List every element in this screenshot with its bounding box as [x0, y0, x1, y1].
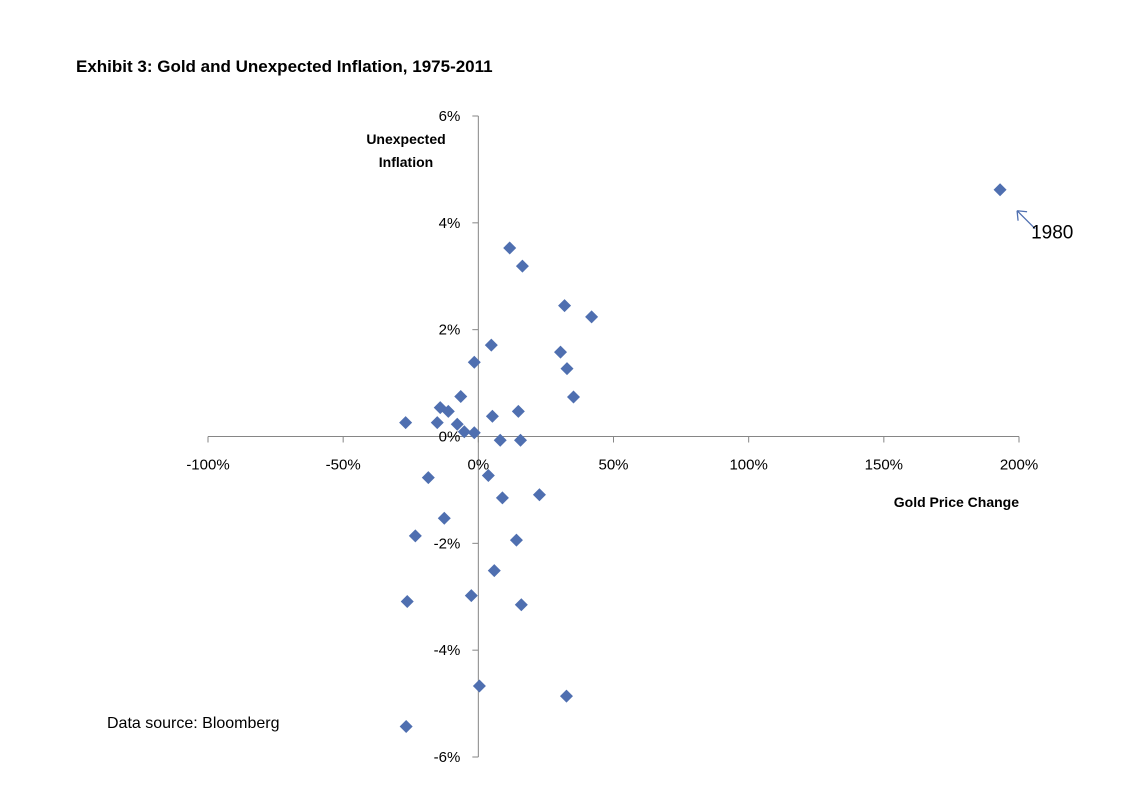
annotation-label: 1980: [1031, 223, 1073, 244]
y-tick-label: -6%: [434, 749, 461, 766]
data-source-note: Data source: Bloomberg: [107, 715, 280, 732]
data-point: [430, 416, 444, 430]
data-point: [532, 488, 546, 502]
data-point: [560, 362, 574, 376]
x-tick-label: -50%: [326, 457, 361, 474]
data-point: [399, 720, 413, 734]
data-point: [457, 425, 471, 439]
data-point: [503, 241, 517, 255]
data-point: [472, 679, 486, 693]
data-point: [467, 426, 481, 440]
data-point: [481, 468, 495, 482]
data-point: [493, 433, 507, 447]
x-axis-ticks: -100% -50% 0% 50% 100% 150% 200%: [186, 436, 1038, 474]
y-axis-ticks: -6% -4% -2% 0% 2% 4% 6%: [434, 108, 479, 766]
y-axis-title-line-2: Inflation: [379, 154, 433, 170]
data-point: [487, 564, 501, 578]
data-point: [441, 404, 455, 418]
data-point: [485, 409, 499, 423]
data-point: [514, 433, 528, 447]
data-point: [467, 355, 481, 369]
data-point: [421, 471, 435, 485]
data-point: [515, 259, 529, 273]
data-points: [399, 183, 1007, 734]
data-point: [454, 389, 468, 403]
y-axis-title-line-1: Unexpected: [366, 131, 445, 147]
y-tick-label: 2%: [439, 322, 461, 339]
y-tick-label: -2%: [434, 535, 461, 552]
data-point: [514, 598, 528, 612]
x-axis-title: Gold Price Change: [894, 494, 1019, 510]
data-point: [554, 345, 568, 359]
data-point: [509, 533, 523, 547]
y-tick-label: 4%: [439, 215, 461, 232]
data-point: [558, 299, 572, 313]
chart-title: Exhibit 3: Gold and Unexpected Inflation…: [76, 57, 493, 76]
data-point: [495, 491, 509, 505]
x-tick-label: 100%: [729, 457, 767, 474]
data-point: [511, 404, 525, 418]
data-point: [484, 338, 498, 352]
annotation-arrow: [1016, 210, 1036, 230]
y-tick-label: 6%: [439, 108, 461, 125]
x-tick-label: -100%: [186, 457, 229, 474]
data-point: [993, 183, 1007, 197]
y-tick-label: 0%: [439, 429, 461, 446]
data-point: [450, 417, 464, 431]
data-point: [399, 416, 413, 430]
data-point: [585, 310, 599, 324]
y-tick-label: -4%: [434, 642, 461, 659]
x-tick-label: 50%: [598, 457, 628, 474]
data-point: [400, 595, 414, 609]
data-point: [566, 390, 580, 404]
x-tick-label: 0%: [467, 457, 489, 474]
x-tick-label: 200%: [1000, 457, 1038, 474]
data-point: [559, 689, 573, 703]
data-point: [408, 529, 422, 543]
x-tick-label: 150%: [865, 457, 903, 474]
data-point: [437, 511, 451, 525]
data-point: [464, 589, 478, 603]
